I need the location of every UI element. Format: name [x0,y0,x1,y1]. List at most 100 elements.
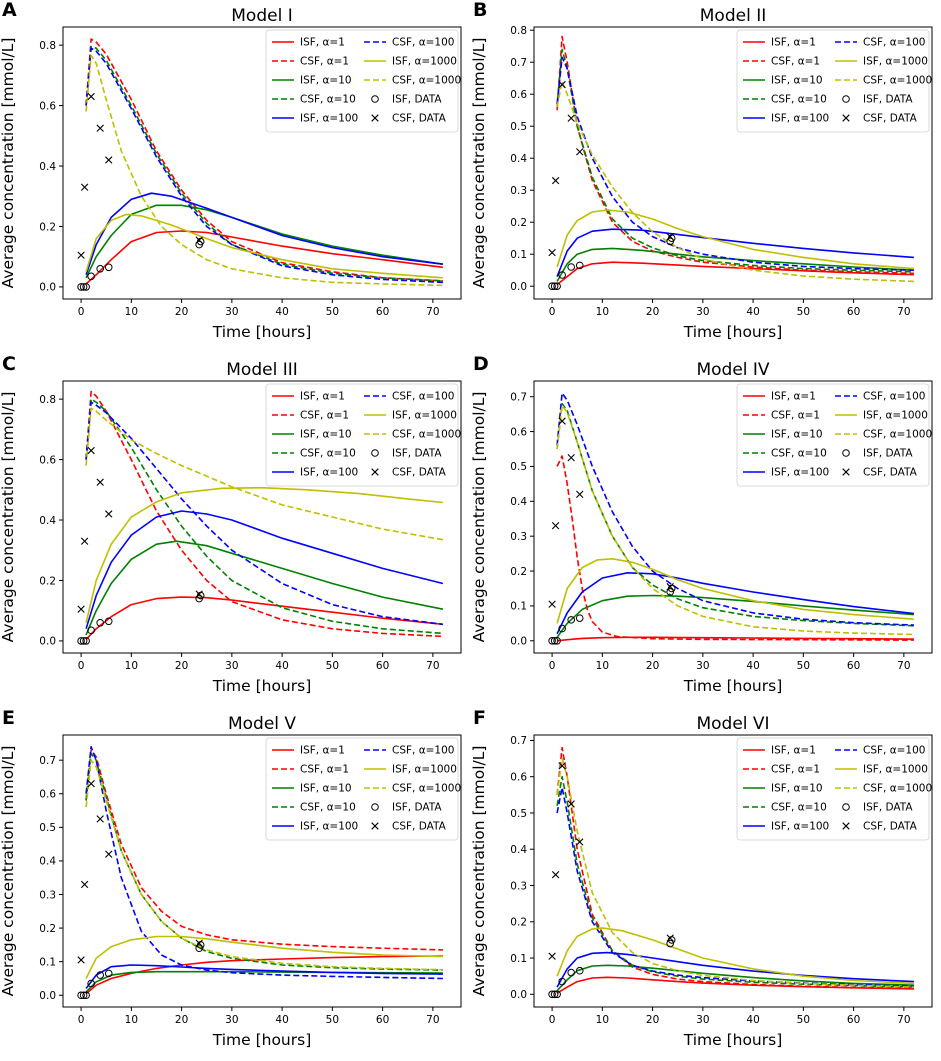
chart-title: Model II [700,6,766,26]
csf-data-point [96,815,104,823]
series-line-4 [85,964,443,989]
x-tick-label: 0 [549,660,556,672]
csf-data-point [567,454,575,462]
y-tick-label: 0.3 [510,185,527,197]
legend-marker-circle [842,803,850,811]
y-tick-label: 0.7 [510,391,527,403]
csf-data-point [558,417,566,425]
legend-item: CSF, α=1 [743,764,820,776]
csf-data-stroke [105,850,113,858]
legend-label: CSF, α=1 [300,764,349,776]
legend-marker-circle [371,449,379,457]
y-tick-label: 0.7 [510,57,527,69]
csf-data-stroke [558,762,566,770]
csf-data-point [80,537,89,545]
y-tick-label: 0.4 [39,856,56,868]
isf-data-point [558,271,566,279]
x-tick-label: 60 [376,306,389,318]
legend-marker-x [371,468,379,476]
y-axis-label: Average concentration [mmol/L] [0,392,17,643]
csf-data-stroke [77,605,85,613]
legend-item: CSF, α=100 [835,37,925,49]
legend-marker-x [842,114,850,122]
y-tick-label: 0.2 [510,217,527,229]
y-tick-label: 0.5 [39,822,56,834]
y-tick-label: 0.6 [39,454,56,466]
csf-data-stroke [96,478,104,486]
legend-label: CSF, DATA [863,113,918,125]
legend-item: CSF, α=10 [272,802,356,814]
csf-data-point [77,605,85,613]
csf-data-stroke [105,156,113,164]
csf-data-point [87,780,95,788]
legend-label: ISF, DATA [863,802,913,814]
plot-frame [62,380,462,654]
isf-data-point [87,272,95,281]
isf-data-point [575,261,584,270]
isf-data-point [77,283,85,291]
legend-item: ISF, DATA [371,448,442,460]
legend-item: ISF, α=1 [743,745,816,757]
legend-label: CSF, α=1000 [863,783,932,795]
isf-data-point [79,637,88,645]
isf-data-point [87,979,95,988]
x-tick-label: 40 [275,660,288,672]
csf-data-point [87,446,95,455]
legend-item: ISF, α=1000 [835,56,928,68]
isf-data-point [82,283,90,291]
x-tick-label: 30 [225,1014,238,1026]
chart-title: Model I [231,6,292,26]
legend-item: ISF, DATA [371,94,442,106]
csf-data-stroke [576,838,584,846]
isf-data-point [96,618,104,627]
x-tick-label: 70 [426,306,439,318]
panel-e: Model V 0 10 20 30 40 50 60 70 0.0 0.1 0.2 0.3 0.4 0.5… [0,708,470,1061]
legend-label: ISF, DATA [863,448,913,460]
legend-label: ISF, DATA [392,94,442,106]
series-line-0 [85,596,443,640]
panel-c: Model III 0 10 20 30 40 50 60 70 0.0 0.2 0.4 0.6 0.8 T… [0,354,470,707]
chart-model-1: Model I 0 10 20 30 40 50 60 70 0.0 0.2 0.4 0.6 0.8 Tim… [0,6,462,341]
legend-label: CSF, α=10 [300,94,356,106]
isf-data-point [575,614,584,622]
legend-label: CSF, α=100 [392,745,454,757]
y-axis-label: Average concentration [mmol/L] [0,38,17,289]
isf-data-point [77,637,85,645]
series-line-0 [556,976,914,994]
legend-label: ISF, α=1 [300,745,345,757]
x-tick-label: 60 [376,1014,389,1026]
isf-data-point [548,990,556,999]
x-tick-label: 30 [225,660,238,672]
series-line-1 [556,455,914,641]
series-line-2 [556,247,914,282]
legend-label: ISF, α=1000 [392,56,457,68]
legend-item: ISF, α=1000 [835,410,928,422]
y-tick-label: 0.4 [510,153,527,165]
legend-item: ISF, DATA [842,94,913,106]
legend-item: ISF, α=1000 [364,56,457,68]
y-tick-label: 0.2 [39,221,56,233]
legend-label: CSF, DATA [392,821,447,833]
legend-label: ISF, α=100 [300,821,358,833]
x-tick-label: 50 [326,660,339,672]
plot-frame [533,380,933,654]
y-tick-label: 0.2 [39,575,56,587]
y-tick-label: 0.0 [510,989,527,1001]
chart-title: Model V [228,714,296,734]
series-line-3 [85,398,443,635]
y-tick-label: 0.2 [510,566,527,578]
csf-data-stroke [558,417,566,425]
series-line-2 [556,964,914,992]
legend-item: ISF, α=100 [272,113,358,125]
isf-data-point [104,617,113,626]
legend-frame [265,383,459,487]
csf-data-stroke [551,176,560,185]
y-tick-label: 0.4 [39,161,56,173]
y-tick-label: 0.1 [510,601,527,613]
csf-data-point [195,236,203,244]
legend-label: ISF, α=100 [771,113,829,125]
csf-data-point [551,870,560,879]
legend-label: CSF, DATA [863,467,918,479]
x-tick-label: 10 [596,306,609,318]
chart-title: Model VI [696,714,769,734]
